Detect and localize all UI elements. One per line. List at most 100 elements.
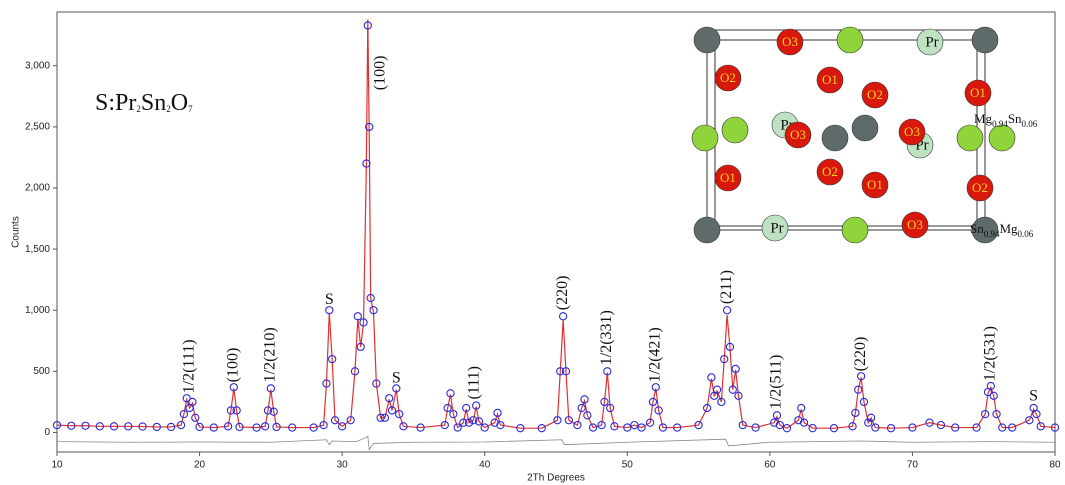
oxygen-label: O1: [720, 170, 736, 185]
site-label-part: 0.06: [1018, 229, 1034, 239]
observed-point: [446, 389, 455, 398]
observed-point: [623, 423, 632, 432]
peak-label: 1/2(111): [180, 339, 197, 393]
observed-point: [449, 409, 458, 419]
observed-point: [558, 312, 568, 321]
observed-point: [195, 422, 204, 432]
difference-line: [56, 435, 1056, 451]
oxygen-label: O1: [822, 72, 838, 87]
oxygen-atom: [714, 64, 742, 92]
observed-point: [951, 423, 960, 432]
site-label-part: Sn: [1008, 111, 1022, 126]
observed-point: [395, 409, 404, 419]
observed-point: [52, 420, 62, 430]
x-tick-label: 70: [907, 460, 919, 471]
observed-point: [272, 422, 281, 432]
observed-point: [392, 384, 401, 393]
observed-point: [654, 406, 663, 415]
site-label-part: 0.06: [1022, 119, 1038, 129]
observed-point: [577, 403, 586, 413]
observed-point: [95, 422, 104, 431]
site-label-part: 0.94: [984, 229, 1000, 239]
observed-point: [580, 395, 589, 404]
observed-point: [67, 421, 76, 430]
observed-point: [992, 409, 1001, 419]
oxygen-atom: [816, 158, 844, 186]
observed-point: [138, 422, 147, 431]
observed-point: [794, 416, 803, 425]
observed-point: [829, 424, 839, 433]
observed-point: [387, 406, 397, 415]
observed-point: [986, 381, 995, 391]
peak-label: (100): [371, 56, 388, 91]
observed-point: [356, 342, 365, 352]
observed-point: [738, 420, 747, 430]
mg-atom: [956, 124, 984, 152]
oxygen-atom: [901, 211, 929, 239]
observed-point: [573, 420, 582, 430]
y-tick-label: 2,500: [25, 122, 50, 133]
observed-point: [728, 385, 737, 394]
peak-label: 1/2(331): [598, 310, 615, 365]
observed-point: [637, 423, 646, 432]
site-label-part: Mg: [999, 221, 1018, 236]
observed-point: [717, 397, 726, 407]
observed-point: [712, 385, 722, 394]
mg-atom: [691, 124, 719, 152]
sn-atom: [821, 124, 849, 152]
observed-point: [769, 418, 779, 427]
oxygen-label: O3: [790, 127, 806, 142]
y-tick-label: 3,000: [25, 60, 50, 71]
observed-point: [583, 411, 592, 420]
observed-point: [346, 416, 355, 425]
observed-point: [516, 424, 525, 433]
observed-point: [597, 420, 606, 430]
observed-point: [319, 420, 328, 430]
observed-point: [474, 417, 484, 426]
observed-point: [603, 367, 612, 376]
observed-point: [553, 416, 562, 425]
observed-point: [363, 21, 372, 30]
oxygen-label: O3: [907, 217, 923, 232]
observed-point: [440, 420, 449, 430]
observed-point: [854, 385, 863, 394]
peak-label: S: [325, 291, 334, 308]
observed-point: [731, 364, 740, 374]
observed-point: [188, 397, 197, 407]
observed-point: [362, 159, 371, 168]
observed-point: [263, 406, 273, 415]
observed-point: [480, 423, 489, 432]
observed-point: [328, 354, 337, 364]
title-part: 7: [188, 104, 193, 114]
observed-point: [182, 394, 191, 403]
observed-point: [658, 423, 668, 432]
x-tick-label: 10: [51, 460, 63, 471]
peak-label: (220): [554, 276, 571, 311]
observed-point: [588, 423, 598, 432]
observed-point: [694, 420, 703, 430]
observed-point: [972, 423, 981, 432]
site-label-part: 0.94: [992, 119, 1008, 129]
observed-point: [606, 403, 615, 413]
title-part: Sn: [141, 90, 166, 116]
observed-point: [453, 423, 462, 432]
oxygen-label: O3: [782, 34, 798, 49]
observed-point: [179, 409, 189, 419]
observed-point: [81, 421, 90, 430]
observed-point: [176, 420, 186, 430]
oxygen-label: O2: [972, 180, 988, 195]
title-part: 2: [136, 104, 141, 114]
peak-label: 1/2(210): [262, 327, 279, 382]
x-tick-label: 50: [622, 460, 634, 471]
observed-point: [782, 424, 792, 433]
observed-point: [799, 418, 809, 427]
observed-point: [235, 422, 244, 432]
pr-atom: [916, 28, 944, 56]
observed-point: [380, 413, 390, 422]
oxygen-label: O3: [904, 124, 920, 139]
oxygen-label: O1: [970, 85, 986, 100]
observed-point: [359, 318, 368, 327]
site-label: Sn0.94Mg0.06: [970, 221, 1034, 239]
